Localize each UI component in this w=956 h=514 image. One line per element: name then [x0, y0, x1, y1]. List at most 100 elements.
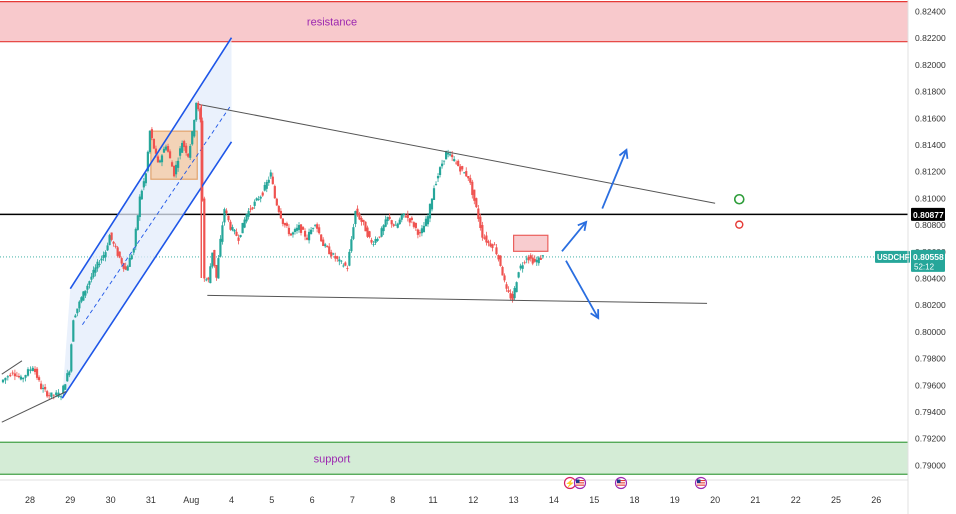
price-tag-bg	[911, 249, 945, 272]
channel-lower-line[interactable]	[61, 141, 233, 399]
candle-body	[447, 152, 450, 155]
red-signal-circle[interactable]	[735, 220, 744, 229]
candle-body	[271, 176, 274, 185]
candle-body	[24, 375, 27, 378]
candle-body	[124, 266, 127, 270]
triangle-lower-line[interactable]	[207, 294, 708, 304]
candle-body	[352, 227, 355, 239]
candle-body	[533, 258, 536, 262]
candle-body	[243, 219, 246, 228]
event-flash-icon[interactable]: ⚡	[563, 476, 577, 490]
candle-body	[493, 244, 496, 246]
candle-body	[539, 257, 542, 260]
candle-body	[312, 227, 315, 229]
candle-body	[303, 230, 307, 237]
candle-body	[130, 255, 133, 260]
candle-body	[74, 315, 77, 318]
candle-body	[179, 148, 182, 156]
candle-body	[203, 198, 206, 279]
arrow-up-second-head	[618, 148, 629, 159]
candle-body	[305, 237, 309, 240]
x-tick-label: 26	[871, 495, 881, 505]
candle-body	[485, 235, 488, 243]
candle-body	[96, 261, 99, 269]
channel-upper-line[interactable]	[69, 37, 233, 290]
candle-body	[263, 184, 266, 191]
candle-body	[92, 269, 95, 277]
channel-mid-line[interactable]	[82, 104, 232, 326]
y-tick-label: 0.81000	[915, 193, 946, 203]
candle-body	[442, 160, 446, 162]
left-trend-line-upper[interactable]	[1, 360, 23, 375]
candle-body	[138, 196, 141, 218]
flash-glyph: ⚡	[565, 478, 575, 488]
candle-body	[209, 266, 212, 284]
candle-body	[82, 291, 85, 301]
candle-body	[388, 216, 391, 219]
left-trend-line-lower[interactable]	[1, 391, 67, 423]
candle-body	[50, 392, 53, 397]
candle-body	[285, 223, 289, 226]
candle-body	[279, 210, 282, 219]
countdown-text: 52:12	[914, 262, 935, 271]
candle-body	[6, 376, 9, 378]
candle-body	[108, 235, 111, 246]
candle-body	[362, 219, 365, 223]
symbol-tag[interactable]: USDCHF	[875, 250, 910, 263]
supply-box[interactable]	[512, 234, 549, 252]
x-tick-label: 12	[468, 495, 478, 505]
level-price-tag[interactable]: 0.80877	[911, 207, 945, 221]
candle-body	[134, 229, 137, 247]
candle-body	[195, 102, 198, 121]
candle-body	[330, 252, 333, 257]
candle-body	[422, 225, 426, 233]
event-us-flag-icon[interactable]	[694, 476, 708, 490]
candle-body	[275, 198, 278, 206]
level-tag-bg	[911, 207, 945, 221]
candle-body	[340, 260, 343, 262]
candle-body	[247, 210, 250, 217]
candle-body	[444, 150, 448, 160]
candle-body	[128, 257, 131, 267]
candle-body	[346, 268, 349, 269]
candle-body	[29, 369, 32, 371]
candle-body	[336, 256, 339, 259]
triangle-upper-line[interactable]	[199, 103, 716, 204]
candle-body	[289, 233, 293, 236]
flag-stripe	[576, 484, 584, 486]
green-signal-circle[interactable]	[733, 193, 745, 205]
candle-body	[529, 255, 532, 259]
candle-body	[438, 167, 442, 175]
candle-body	[368, 231, 371, 238]
candle-body	[150, 129, 154, 139]
candle-body	[350, 239, 353, 252]
candle-body	[477, 208, 480, 219]
candle-body	[46, 391, 49, 397]
candle-body	[269, 172, 272, 177]
candle-body	[424, 218, 428, 227]
y-tick-label: 0.81600	[915, 113, 946, 123]
flag-stripe	[697, 484, 705, 486]
resistance-zone[interactable]	[0, 1, 908, 42]
candle-body	[408, 218, 411, 223]
flag-stripe	[617, 480, 625, 482]
x-tick-label: 20	[710, 495, 720, 505]
support-zone[interactable]	[0, 442, 908, 475]
x-tick-label: 30	[106, 495, 116, 505]
candle-body	[356, 208, 359, 216]
candle-body	[370, 239, 373, 243]
candle-body	[205, 279, 208, 281]
candle-body	[86, 285, 89, 290]
x-tick-label: 6	[310, 495, 315, 505]
candle-body	[491, 244, 494, 249]
candle-body	[185, 145, 188, 153]
candle-body	[430, 198, 434, 210]
event-us-flag-icon[interactable]	[573, 476, 587, 490]
candle-body	[402, 213, 405, 216]
candle-body	[66, 373, 69, 382]
event-us-flag-icon[interactable]	[614, 476, 628, 490]
candle-body	[519, 265, 522, 269]
symbol-tag-bg	[875, 250, 910, 263]
